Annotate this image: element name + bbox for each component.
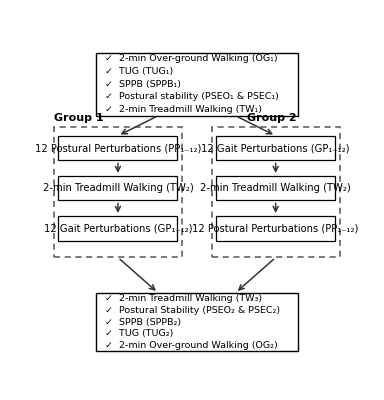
Text: ✓  2-min Treadmill Walking (TW₃): ✓ 2-min Treadmill Walking (TW₃) bbox=[104, 294, 262, 303]
Bar bbox=[58, 216, 177, 240]
Text: ✓  2-min Treadmill Walking (TW₁): ✓ 2-min Treadmill Walking (TW₁) bbox=[104, 105, 262, 114]
Text: ✓  TUG (TUG₁): ✓ TUG (TUG₁) bbox=[104, 67, 173, 76]
Bar bbox=[58, 176, 177, 200]
Bar bbox=[216, 136, 335, 160]
Bar bbox=[58, 136, 177, 160]
Text: Group 2: Group 2 bbox=[247, 114, 297, 124]
Bar bbox=[216, 176, 335, 200]
Bar bbox=[96, 53, 298, 116]
Text: ✓  SPPB (SPPB₂): ✓ SPPB (SPPB₂) bbox=[104, 318, 180, 327]
Text: 2-min Treadmill Walking (TW₂): 2-min Treadmill Walking (TW₂) bbox=[43, 183, 193, 193]
Text: ✓  Postural Stability (PSEO₂ & PSEC₂): ✓ Postural Stability (PSEO₂ & PSEC₂) bbox=[104, 306, 280, 315]
Text: 12 Gait Perturbations (GP₁₋₁₂): 12 Gait Perturbations (GP₁₋₁₂) bbox=[202, 143, 350, 153]
Text: 12 Gait Perturbations (GP₁₋₁₂): 12 Gait Perturbations (GP₁₋₁₂) bbox=[44, 223, 192, 233]
Text: ✓  2-min Over-ground Walking (OG₁): ✓ 2-min Over-ground Walking (OG₁) bbox=[104, 54, 277, 64]
Text: 2-min Treadmill Walking (TW₂): 2-min Treadmill Walking (TW₂) bbox=[200, 183, 351, 193]
Text: 12 Postural Perturbations (PP₁₋₁₂): 12 Postural Perturbations (PP₁₋₁₂) bbox=[35, 143, 201, 153]
Text: Group 1: Group 1 bbox=[54, 114, 104, 124]
Bar bbox=[216, 216, 335, 240]
Text: ✓  Postural stability (PSEO₁ & PSEC₁): ✓ Postural stability (PSEO₁ & PSEC₁) bbox=[104, 92, 278, 101]
Text: ✓  SPPB (SPPB₁): ✓ SPPB (SPPB₁) bbox=[104, 80, 180, 89]
Bar bbox=[96, 293, 298, 351]
Bar bbox=[54, 126, 182, 258]
Bar bbox=[212, 126, 340, 258]
Text: ✓  2-min Over-ground Walking (OG₂): ✓ 2-min Over-ground Walking (OG₂) bbox=[104, 341, 277, 350]
Text: 12 Postural Perturbations (PP₁₋₁₂): 12 Postural Perturbations (PP₁₋₁₂) bbox=[192, 223, 359, 233]
Text: ✓  TUG (TUG₂): ✓ TUG (TUG₂) bbox=[104, 329, 173, 338]
